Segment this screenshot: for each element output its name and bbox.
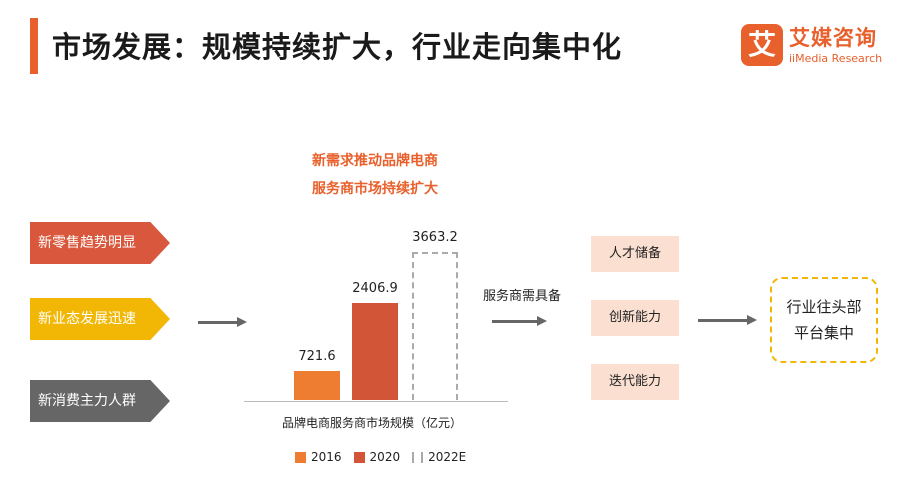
chart-caption: 品牌电商服务商市场规模（亿元） bbox=[281, 416, 462, 430]
logo-mark: 艾 bbox=[741, 24, 783, 66]
bar-2022e bbox=[412, 252, 458, 400]
arrow-capabilities-to-result bbox=[698, 315, 757, 325]
trend-new-retail: 新零售趋势明显 bbox=[30, 222, 170, 264]
market-size-bar-chart: 721.6 2406.9 3663.2 bbox=[240, 230, 510, 405]
legend-swatch bbox=[412, 451, 424, 463]
logo-english-name: iiMedia Research bbox=[789, 52, 883, 65]
bar-2016 bbox=[294, 370, 340, 400]
logo-chinese-name: 艾媒咨询 bbox=[789, 26, 877, 50]
title-accent-bar bbox=[30, 18, 38, 74]
legend-item: 2016 bbox=[295, 450, 342, 464]
bar-value-label: 2406.9 bbox=[352, 280, 398, 296]
result-line-2: 平台集中 bbox=[793, 324, 854, 342]
headline-line-1: 新需求推动品牌电商 bbox=[312, 153, 438, 169]
arrow-chart-to-capabilities bbox=[492, 316, 547, 326]
chart-legend: 2016 2020 2022E bbox=[295, 448, 478, 466]
trend-new-formats: 新业态发展迅速 bbox=[30, 298, 170, 340]
legend-label: 2022E bbox=[428, 450, 467, 464]
capability-innovation: 创新能力 bbox=[591, 300, 679, 336]
legend-swatch bbox=[295, 451, 306, 463]
legend-label: 2020 bbox=[369, 450, 401, 464]
requirement-label: 服务商需具备 bbox=[482, 289, 561, 304]
bar-value-label: 3663.2 bbox=[412, 230, 458, 245]
arrow-trends-to-chart bbox=[198, 317, 247, 327]
chart-baseline bbox=[244, 401, 508, 402]
iimedia-logo: 艾 艾媒咨询 iiMedia Research bbox=[741, 22, 891, 70]
bar-2020 bbox=[352, 302, 398, 400]
capability-iteration: 迭代能力 bbox=[591, 364, 679, 400]
legend-item: 2020 bbox=[353, 450, 401, 464]
page-title: 市场发展：规模持续扩大，行业走向集中化 bbox=[52, 30, 623, 64]
result-box: 行业往头部 平台集中 bbox=[770, 277, 878, 363]
legend-item: 2022E bbox=[412, 450, 466, 464]
trend-new-consumers: 新消费主力人群 bbox=[30, 380, 170, 422]
legend-swatch bbox=[353, 451, 365, 463]
headline-line-2: 服务商市场持续扩大 bbox=[312, 181, 438, 197]
result-line-1: 行业往头部 bbox=[786, 298, 862, 316]
capability-talent-reserve: 人才储备 bbox=[591, 236, 679, 272]
legend-label: 2016 bbox=[311, 450, 342, 464]
bar-value-label: 721.6 bbox=[298, 348, 336, 364]
